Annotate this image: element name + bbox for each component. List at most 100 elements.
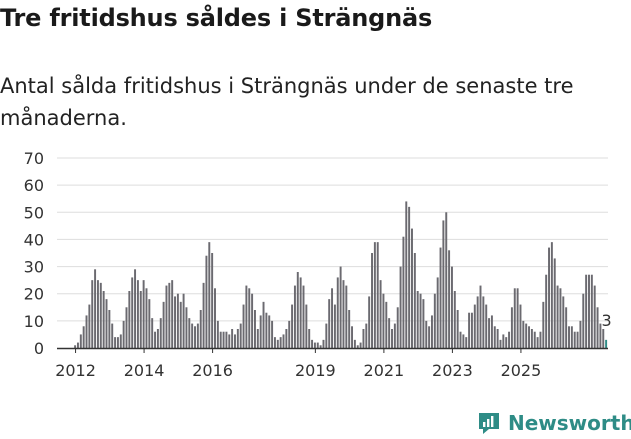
bar (359, 342, 362, 348)
y-axis-tick-labels: 0 10 20 30 40 50 60 70 (24, 149, 44, 358)
bar-highlight (605, 339, 608, 348)
bar (479, 285, 482, 348)
bar (388, 318, 391, 348)
bar (568, 326, 570, 348)
bar (439, 247, 442, 348)
bar (122, 320, 125, 348)
y-tick-label: 20 (24, 285, 44, 304)
bar (208, 242, 211, 348)
bar (425, 320, 428, 348)
bar (502, 334, 505, 348)
bar (185, 307, 188, 348)
bar (348, 310, 351, 348)
bar (411, 228, 413, 348)
bar (339, 266, 342, 348)
bar (396, 307, 399, 348)
bar (154, 331, 157, 348)
bar (490, 315, 493, 348)
bar (119, 334, 122, 348)
bar (442, 220, 445, 348)
bar (522, 320, 525, 348)
bar (279, 337, 282, 348)
bar (239, 323, 242, 348)
x-tick-label: 2019 (295, 361, 336, 380)
x-tick-label: 2025 (501, 361, 542, 380)
bar (416, 291, 419, 348)
bar (573, 331, 576, 348)
bar (88, 304, 91, 348)
bar (142, 280, 145, 348)
brand-logo[interactable]: Newsworthy (476, 408, 631, 438)
bar (194, 326, 196, 348)
bar-chart: 0 10 20 30 40 50 60 70 2012 2014 2016 2019 2021 2023… (24, 149, 612, 380)
bar (493, 326, 496, 348)
x-tick-label: 2021 (364, 361, 405, 380)
y-tick-label: 10 (24, 312, 44, 331)
bar (188, 318, 191, 348)
bar (156, 329, 159, 348)
bar (542, 301, 545, 348)
bar (536, 337, 539, 348)
bar (448, 250, 451, 348)
bar (450, 266, 453, 348)
bar (182, 293, 185, 348)
bar (399, 266, 402, 348)
bar (288, 320, 291, 348)
bar (328, 299, 331, 348)
bar (125, 307, 128, 348)
bar (368, 296, 371, 348)
bar (313, 342, 316, 348)
bar (373, 242, 376, 348)
page-title: Tre fritidshus såldes i Strängnäs (0, 4, 433, 32)
bar (99, 282, 102, 348)
bar (391, 329, 393, 348)
bar (579, 320, 582, 348)
bar (308, 329, 311, 348)
bar (82, 326, 85, 348)
bar (165, 285, 168, 348)
bar (76, 342, 79, 348)
bar (379, 280, 382, 348)
bar (419, 293, 422, 348)
bar (242, 304, 245, 348)
y-tick-label: 50 (24, 203, 44, 222)
bar (602, 329, 605, 348)
bar (533, 331, 536, 348)
newsworthy-logo-icon (479, 413, 499, 434)
chart-subtitle: Antal sålda fritidshus i Strängnäs under… (0, 74, 574, 130)
bar (525, 323, 528, 348)
bar (251, 293, 254, 348)
bar (550, 242, 553, 348)
bar (131, 277, 134, 348)
bar (245, 285, 248, 348)
bar (519, 304, 522, 348)
bar (285, 329, 288, 348)
bar (465, 337, 468, 348)
bar (174, 296, 176, 348)
bar (111, 323, 114, 348)
bar (453, 291, 456, 348)
bar (265, 312, 268, 348)
bar (570, 326, 573, 348)
bar (162, 301, 165, 348)
bar (231, 329, 234, 348)
bar (302, 285, 305, 348)
bar (476, 296, 479, 348)
bar (505, 337, 508, 348)
bar (459, 331, 462, 348)
bar (191, 323, 194, 348)
bar (148, 299, 151, 348)
bar (371, 253, 373, 348)
bar (422, 299, 425, 348)
bar (408, 206, 411, 348)
x-axis-tick-labels: 2012 2014 2016 2019 2021 2023 2025 (55, 348, 541, 380)
bar (134, 269, 137, 348)
bar (282, 334, 285, 348)
bar (296, 272, 299, 348)
bar (553, 258, 556, 348)
bar (545, 274, 548, 348)
bar (528, 326, 531, 348)
bar (559, 288, 562, 348)
bar (319, 345, 322, 348)
bar (508, 331, 511, 348)
